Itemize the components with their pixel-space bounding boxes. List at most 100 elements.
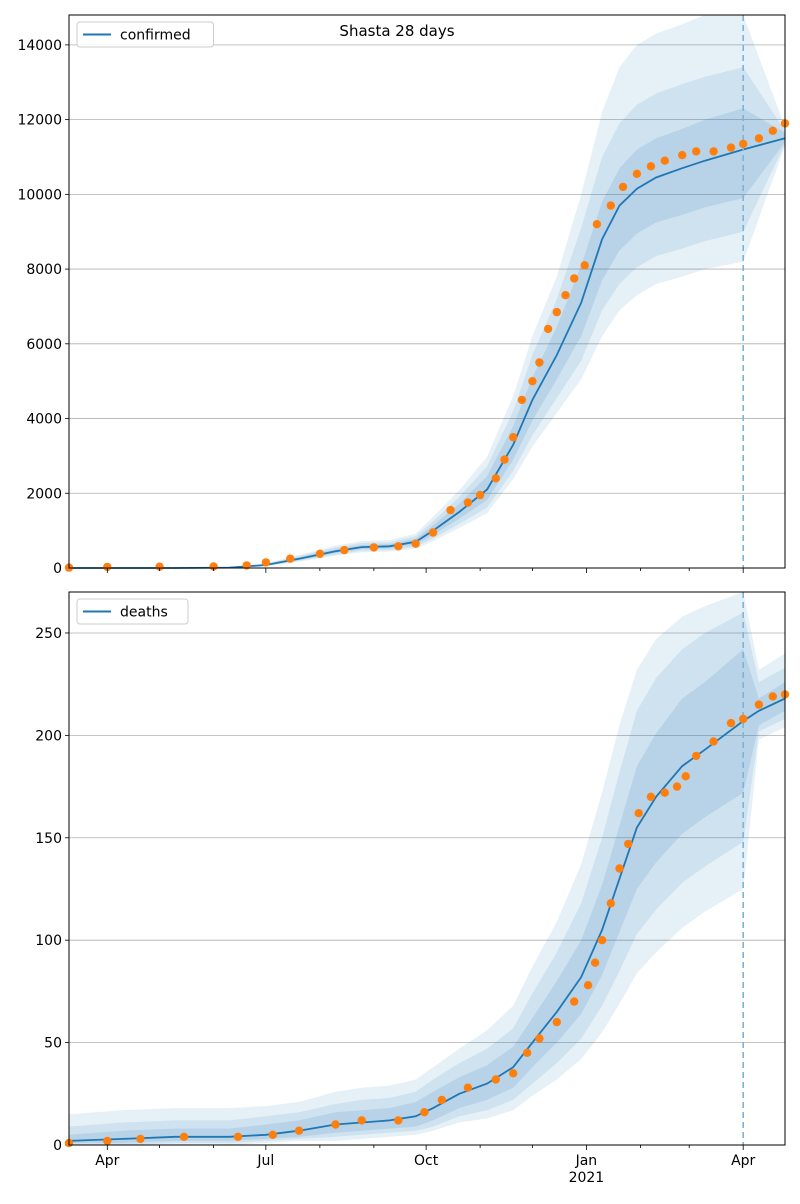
deaths-y-tick-label: 100 (35, 933, 62, 949)
deaths-observed-point (357, 1116, 366, 1125)
confirmed-observed-point (411, 539, 420, 548)
confirmed-observed-point (535, 358, 544, 367)
confirmed-observed-point (428, 528, 438, 537)
deaths-observed-point (692, 751, 701, 761)
confirmed-observed-point (543, 324, 553, 334)
deaths-observed-point (660, 788, 669, 797)
deaths-observed-point (681, 772, 690, 781)
confirmed-observed-point (552, 307, 561, 317)
confirmed-observed-point (660, 156, 669, 165)
confirmed-observed-point (463, 498, 473, 507)
deaths-uncertainty-band-3 (69, 592, 785, 1145)
confirmed-observed-point (592, 220, 602, 229)
deaths-observed-point (331, 1120, 340, 1129)
deaths-observed-point (294, 1126, 304, 1135)
confirmed-legend-label: confirmed (120, 28, 191, 44)
confirmed-observed-point (606, 201, 615, 210)
deaths-observed-point (420, 1108, 429, 1117)
deaths-observed-point (491, 1075, 500, 1084)
confirmed-observed-point (475, 490, 485, 500)
deaths-y-tick-label: 150 (35, 831, 62, 847)
confirmed-observed-point (286, 554, 295, 563)
deaths-x-year-label: 2021 (569, 1170, 605, 1186)
confirmed-observed-point (618, 182, 628, 192)
deaths-observed-point (606, 899, 615, 908)
confirmed-legend-box (76, 21, 214, 48)
deaths-uncertainty-band-1 (69, 649, 785, 1143)
confirmed-y-tick-label: 14000 (17, 38, 62, 54)
confirmed-observed-point (209, 562, 218, 571)
deaths-observed-point (437, 1095, 446, 1105)
deaths-x-tick-label: Apr (95, 1153, 119, 1169)
confirmed-uncertainty-band-2 (69, 67, 785, 569)
deaths-observed-point (615, 864, 624, 873)
deaths-y-tick-label: 250 (35, 626, 62, 642)
confirmed-observed-point (678, 150, 687, 160)
confirmed-observed-point (570, 274, 579, 283)
deaths-observed-point (709, 737, 718, 746)
confirmed-observed-point (561, 291, 570, 300)
confirmed-observed-point (509, 433, 518, 442)
confirmed-observed-point (446, 505, 455, 515)
deaths-uncertainty-band-2 (69, 612, 785, 1145)
confirmed-plot-frame (68, 14, 786, 569)
deaths-observed-point (672, 782, 682, 791)
deaths-observed-point (509, 1069, 518, 1078)
confirmed-y-tick-label: 12000 (17, 113, 62, 129)
confirmed-y-tick-label: 6000 (26, 337, 62, 353)
confirmed-observed-point (491, 474, 500, 483)
confirmed-y-tick-label: 4000 (26, 412, 62, 428)
confirmed-observed-point (517, 395, 527, 405)
confirmed-observed-point (646, 162, 656, 171)
confirmed-observed-point (340, 545, 349, 555)
confirmed-y-tick-label: 2000 (26, 486, 62, 502)
deaths-observed-point (570, 997, 579, 1006)
deaths-x-tick-label: Jan (575, 1153, 598, 1169)
confirmed-observed-point (754, 134, 764, 143)
deaths-legend-label: deaths (120, 605, 168, 621)
confirmed-observed-point (394, 542, 403, 551)
deaths-y-tick-label: 0 (53, 1138, 62, 1154)
deaths-observed-point (552, 1017, 561, 1027)
confirmed-y-tick-label: 10000 (17, 187, 62, 203)
deaths-observed-point (646, 792, 656, 801)
confirmed-observed-point (369, 543, 379, 552)
deaths-observed-point (597, 936, 607, 945)
deaths-observed-point (739, 714, 748, 724)
deaths-plot-frame (68, 591, 786, 1146)
deaths-observed-point (634, 809, 643, 818)
deaths-x-tick-label: Apr (731, 1153, 755, 1169)
deaths-observed-point (233, 1132, 243, 1142)
deaths-y-tick-label: 200 (35, 728, 62, 744)
confirmed-uncertainty-band-3 (69, 15, 785, 568)
confirmed-observed-point (580, 261, 589, 270)
deaths-observed-point (768, 692, 777, 701)
deaths-legend-box (76, 598, 189, 625)
deaths-observed-point (590, 958, 600, 967)
deaths-observed-point (463, 1083, 473, 1092)
deaths-observed-point (754, 700, 764, 709)
deaths-observed-point (103, 1136, 112, 1146)
deaths-observed-point (268, 1130, 277, 1140)
confirmed-observed-point (500, 455, 509, 464)
confirmed-y-tick-label: 0 (53, 561, 62, 577)
confirmed-y-tick-label: 8000 (26, 262, 62, 278)
deaths-observed-point (136, 1134, 145, 1144)
deaths-x-tick-label: Oct (414, 1153, 439, 1169)
deaths-observed-point (726, 718, 736, 728)
chart-title: Shasta 28 days (339, 22, 454, 40)
confirmed-observed-point (261, 558, 271, 567)
confirmed-observed-point (632, 169, 642, 178)
confirmed-observed-point (726, 143, 736, 152)
confirmed-observed-point (155, 562, 164, 571)
confirmed-observed-point (739, 139, 748, 149)
deaths-x-tick-label: Jul (256, 1153, 274, 1169)
deaths-observed-point (394, 1116, 403, 1125)
confirmed-observed-point (315, 549, 325, 558)
confirmed-observed-point (528, 377, 537, 386)
confirmed-observed-point (692, 147, 701, 156)
deaths-observed-point (523, 1048, 532, 1058)
deaths-observed-point (624, 839, 633, 849)
